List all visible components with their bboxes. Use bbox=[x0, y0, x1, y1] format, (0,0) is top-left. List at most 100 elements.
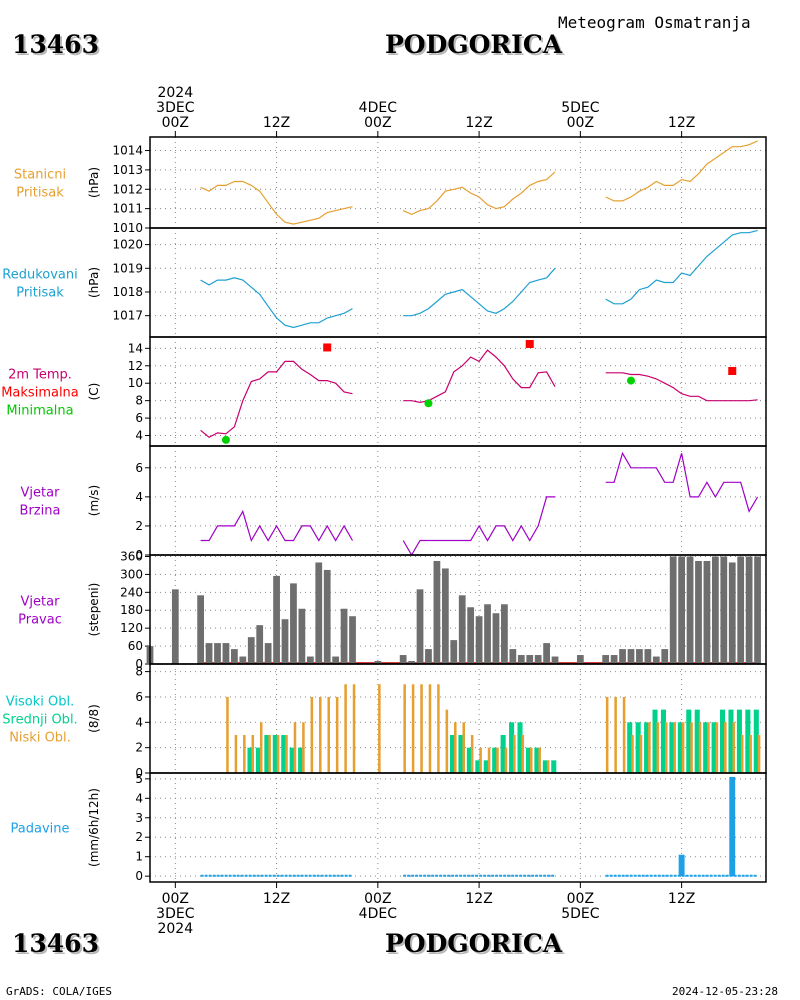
y-tick-label: 0 bbox=[135, 548, 143, 562]
cloud-low-bar bbox=[740, 734, 744, 773]
panel-frame bbox=[149, 445, 767, 556]
panel-clouds bbox=[145, 663, 767, 774]
grads-credit: GrADS: COLA/IGES bbox=[6, 985, 112, 998]
cloud-low-bar bbox=[513, 734, 516, 773]
panel-sea_pressure bbox=[145, 227, 767, 338]
cloud-low-bar bbox=[639, 734, 643, 773]
wind-dir-bar bbox=[239, 656, 247, 664]
cloud-mid-bar bbox=[264, 734, 270, 773]
panel-label-wind_direction: Pravac bbox=[18, 613, 62, 628]
panel-label-temperature: Maksimalna bbox=[1, 386, 79, 401]
cloud-mid-bar bbox=[652, 709, 658, 773]
wind-dir-bar bbox=[484, 604, 491, 664]
cloud-mid-bar bbox=[745, 709, 751, 773]
wind-dir-bar bbox=[433, 560, 441, 664]
cloud-mid-bar bbox=[458, 734, 464, 773]
y-tick-label: 0 bbox=[135, 869, 143, 883]
panel-label-wind_speed: Vjetar bbox=[21, 486, 61, 501]
wind-dir-bar bbox=[458, 595, 466, 664]
cloud-low-bar bbox=[327, 696, 330, 773]
time-label-bottom: 12Z bbox=[263, 891, 290, 907]
y-tick-label: 1012 bbox=[112, 182, 143, 196]
precip-bar bbox=[678, 854, 685, 877]
cloud-mid-bar bbox=[720, 709, 726, 773]
tmax-marker bbox=[728, 367, 737, 376]
time-label-top: 00Z bbox=[567, 115, 594, 131]
y-tick-label: 6 bbox=[135, 690, 143, 704]
time-label-bottom: 00Z bbox=[364, 891, 391, 907]
wind-dir-bar bbox=[492, 613, 500, 664]
cloud-low-bar bbox=[631, 734, 634, 773]
time-label-top: 5DEC bbox=[561, 100, 600, 116]
series-line-sea_pressure bbox=[605, 229, 758, 305]
wind-dir-bar bbox=[711, 556, 719, 664]
series-line-wind_speed bbox=[200, 509, 354, 543]
wind-dir-bar bbox=[290, 583, 297, 664]
wind-dir-bar bbox=[214, 643, 221, 664]
cloud-low-bar bbox=[251, 734, 255, 773]
cloud-low-bar bbox=[352, 684, 356, 773]
panel-frame bbox=[149, 136, 767, 229]
series-line-sea_pressure bbox=[403, 267, 556, 317]
wind-dir-bar bbox=[425, 649, 432, 664]
y-tick-label: 3 bbox=[135, 811, 143, 825]
cloud-low-bar bbox=[614, 696, 617, 773]
time-label-bottom: 5DEC bbox=[561, 906, 600, 922]
wind-dir-bar bbox=[247, 637, 255, 664]
cloud-low-bar bbox=[707, 722, 710, 773]
y-tick-label: 2 bbox=[135, 741, 143, 755]
y-tick-label: 2 bbox=[135, 519, 143, 533]
wind-dir-bar bbox=[754, 556, 761, 664]
cloud-mid-bar bbox=[247, 747, 253, 773]
time-label-bottom: 3DEC bbox=[156, 906, 195, 922]
series-line-wind_speed bbox=[402, 496, 555, 557]
wind-dir-bar bbox=[264, 643, 272, 664]
cloud-low-bar bbox=[243, 734, 246, 773]
cloud-mid-bar bbox=[492, 747, 498, 773]
cloud-low-bar bbox=[285, 734, 288, 773]
y-tick-label: 1014 bbox=[112, 144, 143, 158]
wind-dir-bar bbox=[475, 616, 483, 664]
cloud-low-bar bbox=[335, 696, 339, 773]
station-name-bottom: PODGORICA bbox=[385, 929, 563, 958]
panel-label-wind_direction: Vjetar bbox=[21, 595, 61, 610]
cloud-low-bar bbox=[420, 684, 423, 773]
wind-dir-bar bbox=[315, 562, 323, 664]
cloud-mid-bar bbox=[627, 722, 633, 773]
series-line-station_pressure bbox=[200, 180, 353, 225]
panel-label-clouds: Visoki Obl. bbox=[6, 695, 74, 710]
wind-dir-bar bbox=[205, 643, 213, 664]
y-tick-label: 8 bbox=[135, 665, 143, 679]
wind-dir-bar bbox=[678, 556, 685, 664]
meteogram-subtitle: Meteogram Osmatranja bbox=[558, 13, 751, 32]
y-tick-label: 1010 bbox=[112, 221, 143, 235]
panel-wind_speed bbox=[145, 445, 767, 557]
y-tick-label: 1020 bbox=[112, 238, 143, 252]
y-tick-label: 6 bbox=[135, 461, 143, 475]
wind-dir-bar bbox=[323, 569, 331, 664]
cloud-mid-bar bbox=[525, 747, 531, 773]
time-label-top: 4DEC bbox=[359, 100, 398, 116]
cloud-mid-bar bbox=[736, 709, 742, 773]
time-label-bottom: 12Z bbox=[668, 891, 695, 907]
y-tick-label: 1013 bbox=[112, 163, 143, 177]
panel-label-sea_pressure: Redukovani bbox=[2, 268, 77, 283]
wind-dir-bar bbox=[273, 575, 280, 664]
cloud-low-bar bbox=[715, 722, 719, 773]
cloud-mid-bar bbox=[500, 734, 506, 773]
cloud-low-bar bbox=[749, 734, 752, 773]
time-label-top: 3DEC bbox=[156, 100, 195, 116]
cloud-low-bar bbox=[487, 747, 491, 773]
panel-label-temperature: Minimalna bbox=[6, 404, 73, 419]
time-label-top: 12Z bbox=[668, 115, 695, 131]
station-id-top: 13463 bbox=[12, 30, 99, 59]
panel-label-clouds: Niski Obl. bbox=[9, 731, 71, 746]
cloud-low-bar bbox=[268, 734, 271, 773]
cloud-low-bar bbox=[234, 734, 238, 773]
cloud-mid-bar bbox=[534, 747, 540, 773]
cloud-mid-bar bbox=[677, 722, 683, 773]
wind-dir-bar bbox=[551, 656, 559, 664]
cloud-mid-bar bbox=[298, 747, 304, 773]
tmax-marker bbox=[525, 339, 534, 348]
panel-frame bbox=[149, 772, 767, 883]
